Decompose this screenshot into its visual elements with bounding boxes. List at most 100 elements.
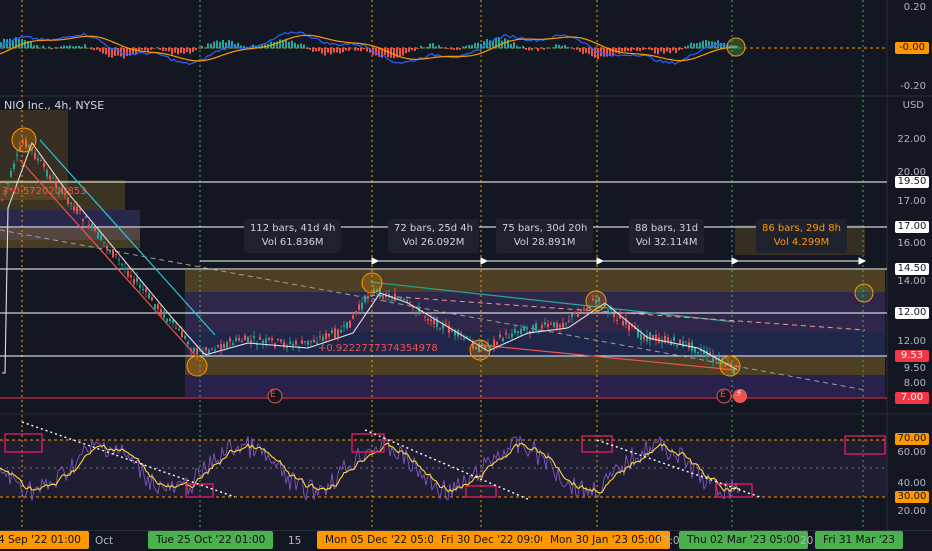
macd-bar <box>216 40 218 49</box>
split-lightning-icon[interactable]: ⚡ <box>736 389 743 399</box>
candle <box>673 336 675 341</box>
macd-bar <box>228 40 230 49</box>
measure-box[interactable]: 112 bars, 41d 4h Vol 61.836M <box>244 219 342 253</box>
macd-bar <box>306 48 308 49</box>
macd-bar <box>642 48 644 50</box>
macd-bar <box>213 41 215 49</box>
macd-bar <box>375 48 377 56</box>
macd-bar <box>78 45 80 49</box>
macd-bar <box>549 47 551 49</box>
macd-bar <box>210 43 212 49</box>
macd-bar <box>42 45 44 49</box>
earnings-icon[interactable]: E <box>720 390 726 400</box>
candle <box>70 202 72 205</box>
macd-bar <box>258 45 260 49</box>
date-label: Tue 25 Oct '22 01:00 <box>148 531 274 549</box>
macd-bar <box>426 46 428 49</box>
rsi-trendlines[interactable] <box>21 421 761 501</box>
macd-bar <box>468 44 470 49</box>
highlight-circle[interactable] <box>726 37 746 57</box>
price-level-label[interactable]: 7.00 <box>895 392 929 404</box>
candle <box>136 278 138 282</box>
macd-bar <box>81 46 83 49</box>
candle <box>130 275 132 278</box>
macd-bar <box>591 48 593 57</box>
macd-bar <box>543 48 545 50</box>
macd-bar <box>528 48 530 51</box>
candle <box>406 300 408 303</box>
price-level-label[interactable]: 19.50 <box>895 176 929 188</box>
macd-bar <box>84 44 86 49</box>
candle <box>229 338 231 342</box>
candle <box>196 348 198 355</box>
price-level-label[interactable]: 14.50 <box>895 263 929 275</box>
candle <box>574 312 576 314</box>
measure-arrows[interactable] <box>200 257 867 265</box>
macd-bar <box>189 48 191 54</box>
macd-bar <box>546 47 548 49</box>
last-price-label[interactable]: 9.53 <box>895 350 929 362</box>
macd-bar <box>666 48 668 52</box>
candle <box>424 316 426 318</box>
candle <box>502 338 504 342</box>
macd-bar <box>240 45 242 49</box>
measure-bars: 88 bars, 31d <box>635 223 699 234</box>
candle <box>535 323 537 331</box>
candle <box>139 284 141 288</box>
candle <box>637 328 639 338</box>
candle <box>319 336 321 338</box>
candle <box>619 316 621 319</box>
macd-bar <box>237 42 239 49</box>
fib-label: 3*0.5720200853 <box>2 186 87 197</box>
candle <box>37 158 39 161</box>
candle <box>481 343 483 347</box>
macd-bar <box>150 48 152 50</box>
macd-bar <box>207 43 209 49</box>
price-level-label[interactable]: 17.00 <box>895 221 929 233</box>
candle <box>25 139 27 148</box>
price-tick: 16.00 <box>897 238 926 249</box>
symbol-title: NIO Inc., 4h, NYSE <box>4 99 105 112</box>
measure-box[interactable]: 75 bars, 30d 20h Vol 28.891M <box>496 219 594 253</box>
candle <box>259 336 261 340</box>
candle <box>31 149 33 151</box>
macd-bar <box>195 48 197 51</box>
macd-bar <box>429 43 431 49</box>
candle <box>166 318 168 322</box>
macd-bar <box>327 48 329 53</box>
price-level-label[interactable]: 12.00 <box>895 307 929 319</box>
candle <box>67 197 69 205</box>
macd-bar <box>675 48 677 54</box>
pivot-circles[interactable] <box>11 127 874 377</box>
earnings-markers[interactable] <box>267 388 747 404</box>
rsi-smoothed-line <box>0 442 741 494</box>
macd-bar <box>588 48 590 55</box>
candle <box>655 334 657 341</box>
date-label: Mon 05 Dec '22 05:00 <box>317 531 449 549</box>
candle <box>358 304 360 310</box>
macd-bar <box>138 48 140 52</box>
candle <box>475 347 477 350</box>
measure-box[interactable]: 86 bars, 29d 8h Vol 4.299M <box>756 219 848 253</box>
candle <box>85 216 87 218</box>
macd-bar <box>183 48 185 54</box>
macd-bar <box>672 48 674 51</box>
macd-bar <box>291 40 293 49</box>
measure-box[interactable]: 88 bars, 31d Vol 32.114M <box>629 219 705 253</box>
measure-box[interactable]: 72 bars, 25d 4h Vol 26.092M <box>388 219 480 253</box>
candle <box>727 362 729 364</box>
macd-bar <box>507 39 509 49</box>
macd-signal-line <box>0 34 739 62</box>
candle <box>496 342 498 345</box>
measure-bars: 75 bars, 30d 20h <box>502 223 588 234</box>
macd-bar <box>504 38 506 49</box>
candle <box>415 313 417 315</box>
candle <box>649 332 651 341</box>
candle <box>178 328 180 331</box>
candle <box>622 320 624 326</box>
rsi-boxes[interactable] <box>4 433 886 498</box>
macd-bar <box>117 48 119 56</box>
earnings-icon[interactable]: E <box>270 390 276 400</box>
